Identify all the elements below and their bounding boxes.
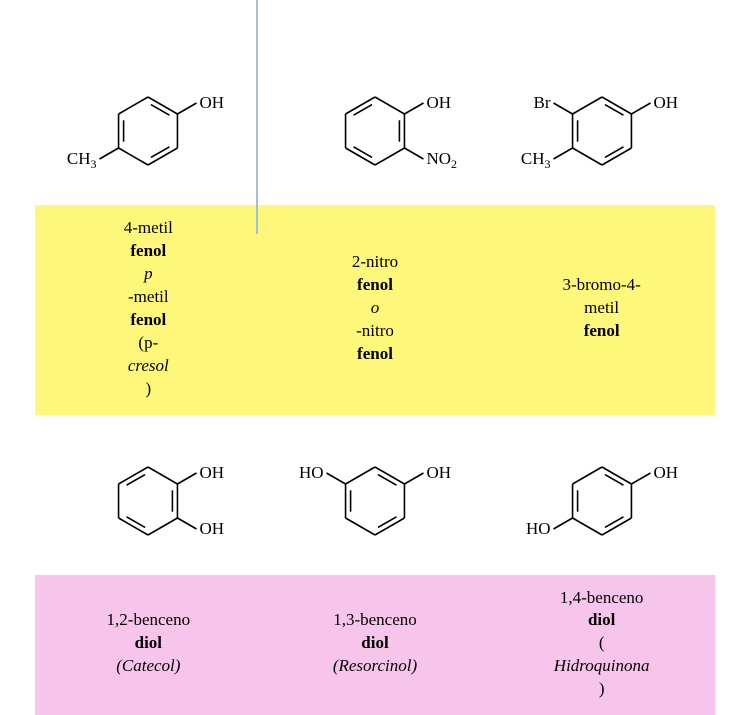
svg-text:CH3: CH3 — [521, 149, 551, 171]
svg-text:OH: OH — [653, 463, 678, 482]
label-c-line1: 3-bromo-4- — [562, 274, 640, 297]
label-b-line2: o-nitrofenol — [352, 297, 398, 366]
struct-c-svg: OH Br CH3 — [489, 45, 715, 205]
svg-text:OH: OH — [426, 93, 451, 112]
struct-e-svg: OH HO — [262, 415, 488, 575]
label-e-line2: (Resorcinol) — [333, 655, 417, 678]
svg-text:OH: OH — [426, 463, 451, 482]
struct-a-svg: OH CH3 — [35, 45, 261, 205]
svg-text:HO: HO — [526, 519, 551, 538]
label-b-line1: 2-nitrofenol — [352, 251, 398, 297]
struct-d-svg: OH OH — [35, 415, 261, 575]
label-f: 1,4-bencenodiol (Hidroquinona) — [488, 575, 715, 715]
svg-text:OH: OH — [200, 463, 225, 482]
svg-text:OH: OH — [653, 93, 678, 112]
label-c: 3-bromo-4- metilfenol — [488, 205, 715, 415]
svg-text:Br: Br — [533, 93, 550, 112]
label-b: 2-nitrofenol o-nitrofenol — [262, 205, 489, 415]
label-a-line2: p-metilfenol — [124, 263, 173, 332]
svg-text:HO: HO — [299, 463, 324, 482]
svg-text:OH: OH — [200, 93, 225, 112]
struct-b-svg: OH NO2 — [262, 45, 488, 205]
column-divider — [256, 0, 258, 234]
label-a-line1: 4-metilfenol — [124, 217, 173, 263]
label-c-line2: metilfenol — [562, 297, 640, 343]
struct-c: OH Br CH3 — [488, 45, 715, 205]
label-d-line1: 1,2-bencenodiol — [107, 609, 191, 655]
label-e: 1,3-bencenodiol (Resorcinol) — [262, 575, 489, 715]
struct-b: OH NO2 — [262, 45, 489, 205]
struct-e: OH HO — [262, 415, 489, 575]
label-f-line2: (Hidroquinona) — [554, 632, 650, 701]
label-f-line1: 1,4-bencenodiol — [554, 587, 650, 633]
struct-f: OH HO — [488, 415, 715, 575]
label-d-line2: (Catecol) — [107, 655, 191, 678]
struct-f-svg: OH HO — [489, 415, 715, 575]
compound-grid: OH CH3 OH NO2 OH Br CH3 4-metilfenol p-metil… — [35, 45, 715, 715]
label-d: 1,2-bencenodiol (Catecol) — [35, 575, 262, 715]
label-a-line3: (p-cresol) — [124, 332, 173, 401]
svg-text:NO2: NO2 — [426, 149, 457, 171]
struct-a: OH CH3 — [35, 45, 262, 205]
svg-text:OH: OH — [200, 519, 225, 538]
struct-d: OH OH — [35, 415, 262, 575]
label-a: 4-metilfenol p-metilfenol (p-cresol) — [35, 205, 262, 415]
label-e-line1: 1,3-bencenodiol — [333, 609, 417, 655]
svg-text:CH3: CH3 — [67, 149, 97, 171]
